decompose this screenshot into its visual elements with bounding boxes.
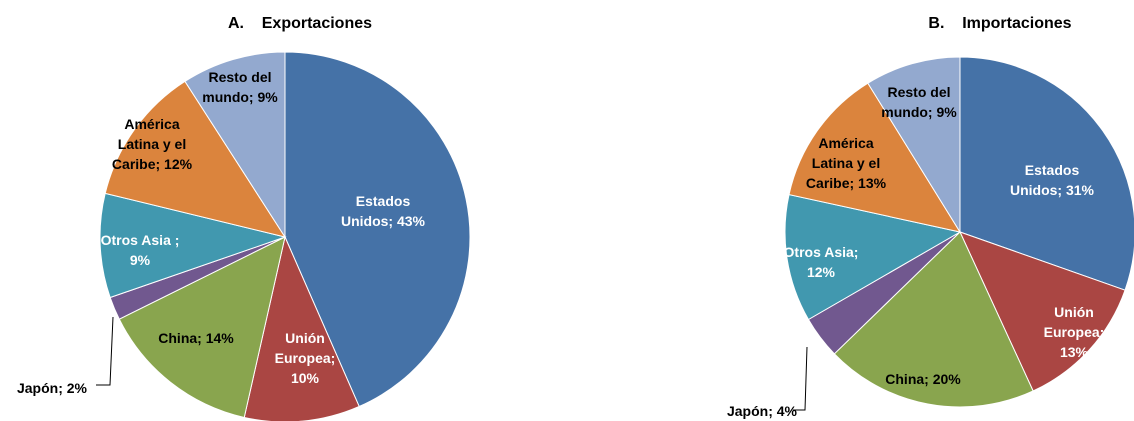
data-label-exportaciones-china: China; 14% (158, 330, 234, 346)
leader-line-exportaciones-japon (96, 316, 114, 386)
data-label-importaciones-otros-asia: Otros Asia; 12% (784, 244, 859, 280)
data-label-exportaciones-otros-asia: Otros Asia ; 9% (101, 232, 180, 268)
pie-slice-importaciones-estados-unidos (959, 56, 1134, 291)
pie-slice-importaciones-otros-asia (784, 193, 962, 321)
pie-slice-exportaciones-estados-unidos (284, 51, 471, 408)
pie-slice-importaciones-union-europea (959, 231, 1126, 392)
pie-chart-exportaciones: Estados Unidos; 43% Unión Europea; 10% China;… (17, 15, 471, 421)
data-label-importaciones-union-europea: Unión Europea; 13% (1044, 304, 1105, 360)
chart-title-exportaciones: A. Exportaciones (228, 15, 372, 32)
data-label-exportaciones-resto-del-mundo: Resto del mundo; 9% (202, 69, 278, 105)
leader-line-importaciones-japon (793, 346, 808, 411)
data-label-exportaciones-union-europea: Unión Europea; 10% (275, 330, 336, 386)
pie-slice-exportaciones-otros-asia (99, 192, 287, 299)
data-label-importaciones-resto-del-mundo: Resto del mundo; 9% (881, 84, 957, 120)
pie-slice-exportaciones-resto-del-mundo (184, 51, 286, 239)
data-label-importaciones-china: China; 20% (885, 371, 961, 387)
chart-title-importaciones: B. Importaciones (928, 15, 1071, 32)
pie-slice-exportaciones-america-latina-y-el-caribe (104, 80, 287, 238)
data-label-exportaciones-america-latina-y-el-caribe: América Latina y el Caribe; 12% (112, 116, 193, 172)
data-label-exportaciones-estados-unidos: Estados Unidos; 43% (341, 193, 426, 229)
pie-slice-importaciones-america-latina-y-el-caribe (788, 82, 962, 233)
data-label-importaciones-america-latina-y-el-caribe: América Latina y el Caribe; 13% (806, 135, 887, 191)
pie-slice-importaciones-china (833, 231, 1034, 408)
pie-slice-exportaciones-union-europea (243, 235, 360, 421)
data-label-exportaciones-japon: Japón; 2% (17, 380, 88, 396)
pie-slice-exportaciones-china (118, 236, 286, 419)
pie-slice-importaciones-resto-del-mundo (867, 56, 961, 234)
pie-chart-importaciones: Estados Unidos; 31% Unión Europea; 13% China;… (727, 15, 1134, 419)
data-label-importaciones-estados-unidos: Estados Unidos; 31% (1010, 162, 1095, 198)
data-label-importaciones-japon: Japón; 4% (727, 403, 798, 419)
